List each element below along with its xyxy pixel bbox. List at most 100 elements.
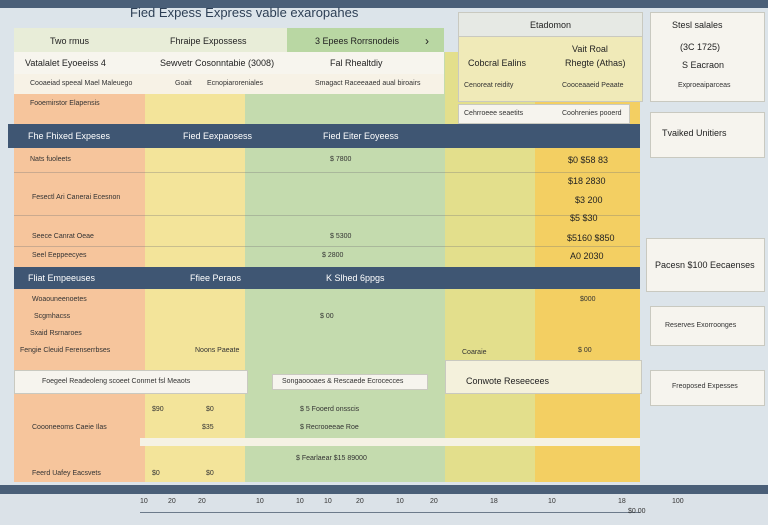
highlight-cell [272,374,428,390]
row-label: Sxaid Rsrnaroes [30,330,82,337]
header-cell: Fhraipe Expossess [170,36,247,46]
highlight-text: Songaoooaes & Rescaede Ecrocecces [282,378,404,385]
scale-label: 10 [548,498,556,505]
cell-value: $35 [202,424,214,431]
row-label: Seece Canrat Oeae [32,233,94,240]
scale-label: 20 [356,498,364,505]
row-line [14,215,640,216]
cell-value: $18 2830 [568,176,606,186]
cell-value: $5 $30 [570,213,598,223]
row-label: Fesectl Ari Canerai Ecesnon [32,194,121,201]
row-label: Fengie Cleuid Ferenserrbses [20,347,111,354]
highlight-cell [445,360,642,394]
row-cell: Ecnopiaroreniales [207,80,264,87]
summary-body [458,36,643,102]
row-label: Seel Eeppeecyes [32,252,87,259]
summary-cell: Coohrenies pooerd [562,110,622,117]
side-note [646,238,765,292]
row-label: Feerd Uafey Eacsvets [32,470,101,477]
row-label: Noons Paeate [195,347,240,354]
scale-label: 10 [256,498,264,505]
side-note-text: Freoposed Expesses [672,383,738,390]
summary-row [458,104,630,124]
cell-value: $ 7800 [330,156,352,163]
cell-value: $0 $58 83 [568,155,609,165]
summary-cell: Vait Roal [572,44,608,54]
divider [140,438,640,446]
side-panel [650,12,765,102]
cell-value: $0 [152,470,160,477]
section-band: Fhe Fhixed Expeses Fied Eexpaosess Fied … [8,124,640,148]
scale-label: 18 [618,498,626,505]
highlight-text: Foegeel Readeoleng scoeet Conrnet fsl Me… [42,378,191,385]
cell-value: $ Recrooeeae Roe [300,424,359,431]
section-header: Fied Eexpaosess [183,131,253,141]
cell-value: $ 5 Fooerd onsscis [300,406,360,413]
summary-cell: Cenoreat reidity [464,82,514,89]
row-line [14,172,640,173]
row-cell: Cooaeiad speeal Mael Maleuego [30,80,133,87]
side-line: S Eacraon [682,60,725,70]
highlight-cell [14,370,248,394]
side-note-text: Tvaiked Unitiers [662,128,727,138]
scale-label: 18 [490,498,498,505]
side-note [650,370,765,406]
row-cell: Vatalalet Eyoeeiss 4 [25,58,106,68]
section-band: Fliat Empeeuses Ffiee Peraos K Slhed 6pp… [14,267,640,289]
scale-label: 20 [198,498,206,505]
row-2 [14,52,444,74]
summary-cell: Rhegte (Athas) [565,58,626,68]
cell-value: $90 [152,406,164,413]
header-green [287,28,444,52]
scale-label: 10 [324,498,332,505]
row-cell: Sewvetr Cosonntabie (3008) [160,58,275,68]
row-label: Coooneeoms Caeie Ilas [32,424,107,431]
section-header: Fhe Fhixed Expeses [28,131,111,141]
cell-value: $ 00 [578,347,592,354]
side-title: Stesl salales [672,20,723,30]
side-note-text: Reserves Exorroonges [665,322,737,329]
summary-title: Etadomon [530,20,572,30]
cell-value: $000 [580,296,596,303]
title: Fied Expess Express vable exaropahes [130,5,359,20]
cell-value: $0 [206,406,214,413]
cell-value: $3 200 [575,195,603,205]
top-bar [0,0,768,8]
scale-label: 10 [396,498,404,505]
scale-line [140,512,640,513]
side-note [650,112,765,158]
row-3 [14,74,444,94]
side-note [650,306,765,346]
summary-cell: Cobcral Ealins [468,58,527,68]
section-header: Fliat Empeeuses [28,273,96,283]
arrow-icon[interactable]: › [425,34,429,48]
row-label: Coaraie [462,349,487,356]
header-cell: Two rmus [50,36,90,46]
row-line [14,246,640,247]
summary-cell: Cooceaaeid Peaate [562,82,624,89]
row-cell: Fooemirstor Elapensis [30,100,100,107]
scale-strip [0,494,768,525]
cell-value: $ 2800 [322,252,344,259]
summary-cell: Cehrroeee seaetits [464,110,524,117]
scale-label: 100 [672,498,684,505]
side-line: Exproeaiparceas [678,82,731,89]
row-cell: Goait [175,80,192,87]
cell-value: A0 2030 [570,251,604,261]
summary-header [458,12,643,38]
header-cell: 3 Epees Rorrsnodeis [315,36,400,46]
cell-value: $0 [206,470,214,477]
scale-label: $0 00 [628,508,646,515]
cell-value: $ Fearlaear $15 89000 [296,455,367,462]
section-header: Ffiee Peraos [190,273,242,283]
side-note-text: Pacesn $100 Eecaenses [655,260,755,270]
scale-label: 10 [296,498,304,505]
row-cell: Fal Rhealtdiy [330,58,383,68]
side-line: (3C 1725) [680,42,721,52]
row-label: Woaouneenoetes [32,296,87,303]
cell-value: $ 5300 [330,233,352,240]
cell-value: $5160 $850 [567,233,615,243]
scale-label: 20 [168,498,176,505]
row-cell: Smagact Raceeaaed aual biroairs [315,80,421,87]
